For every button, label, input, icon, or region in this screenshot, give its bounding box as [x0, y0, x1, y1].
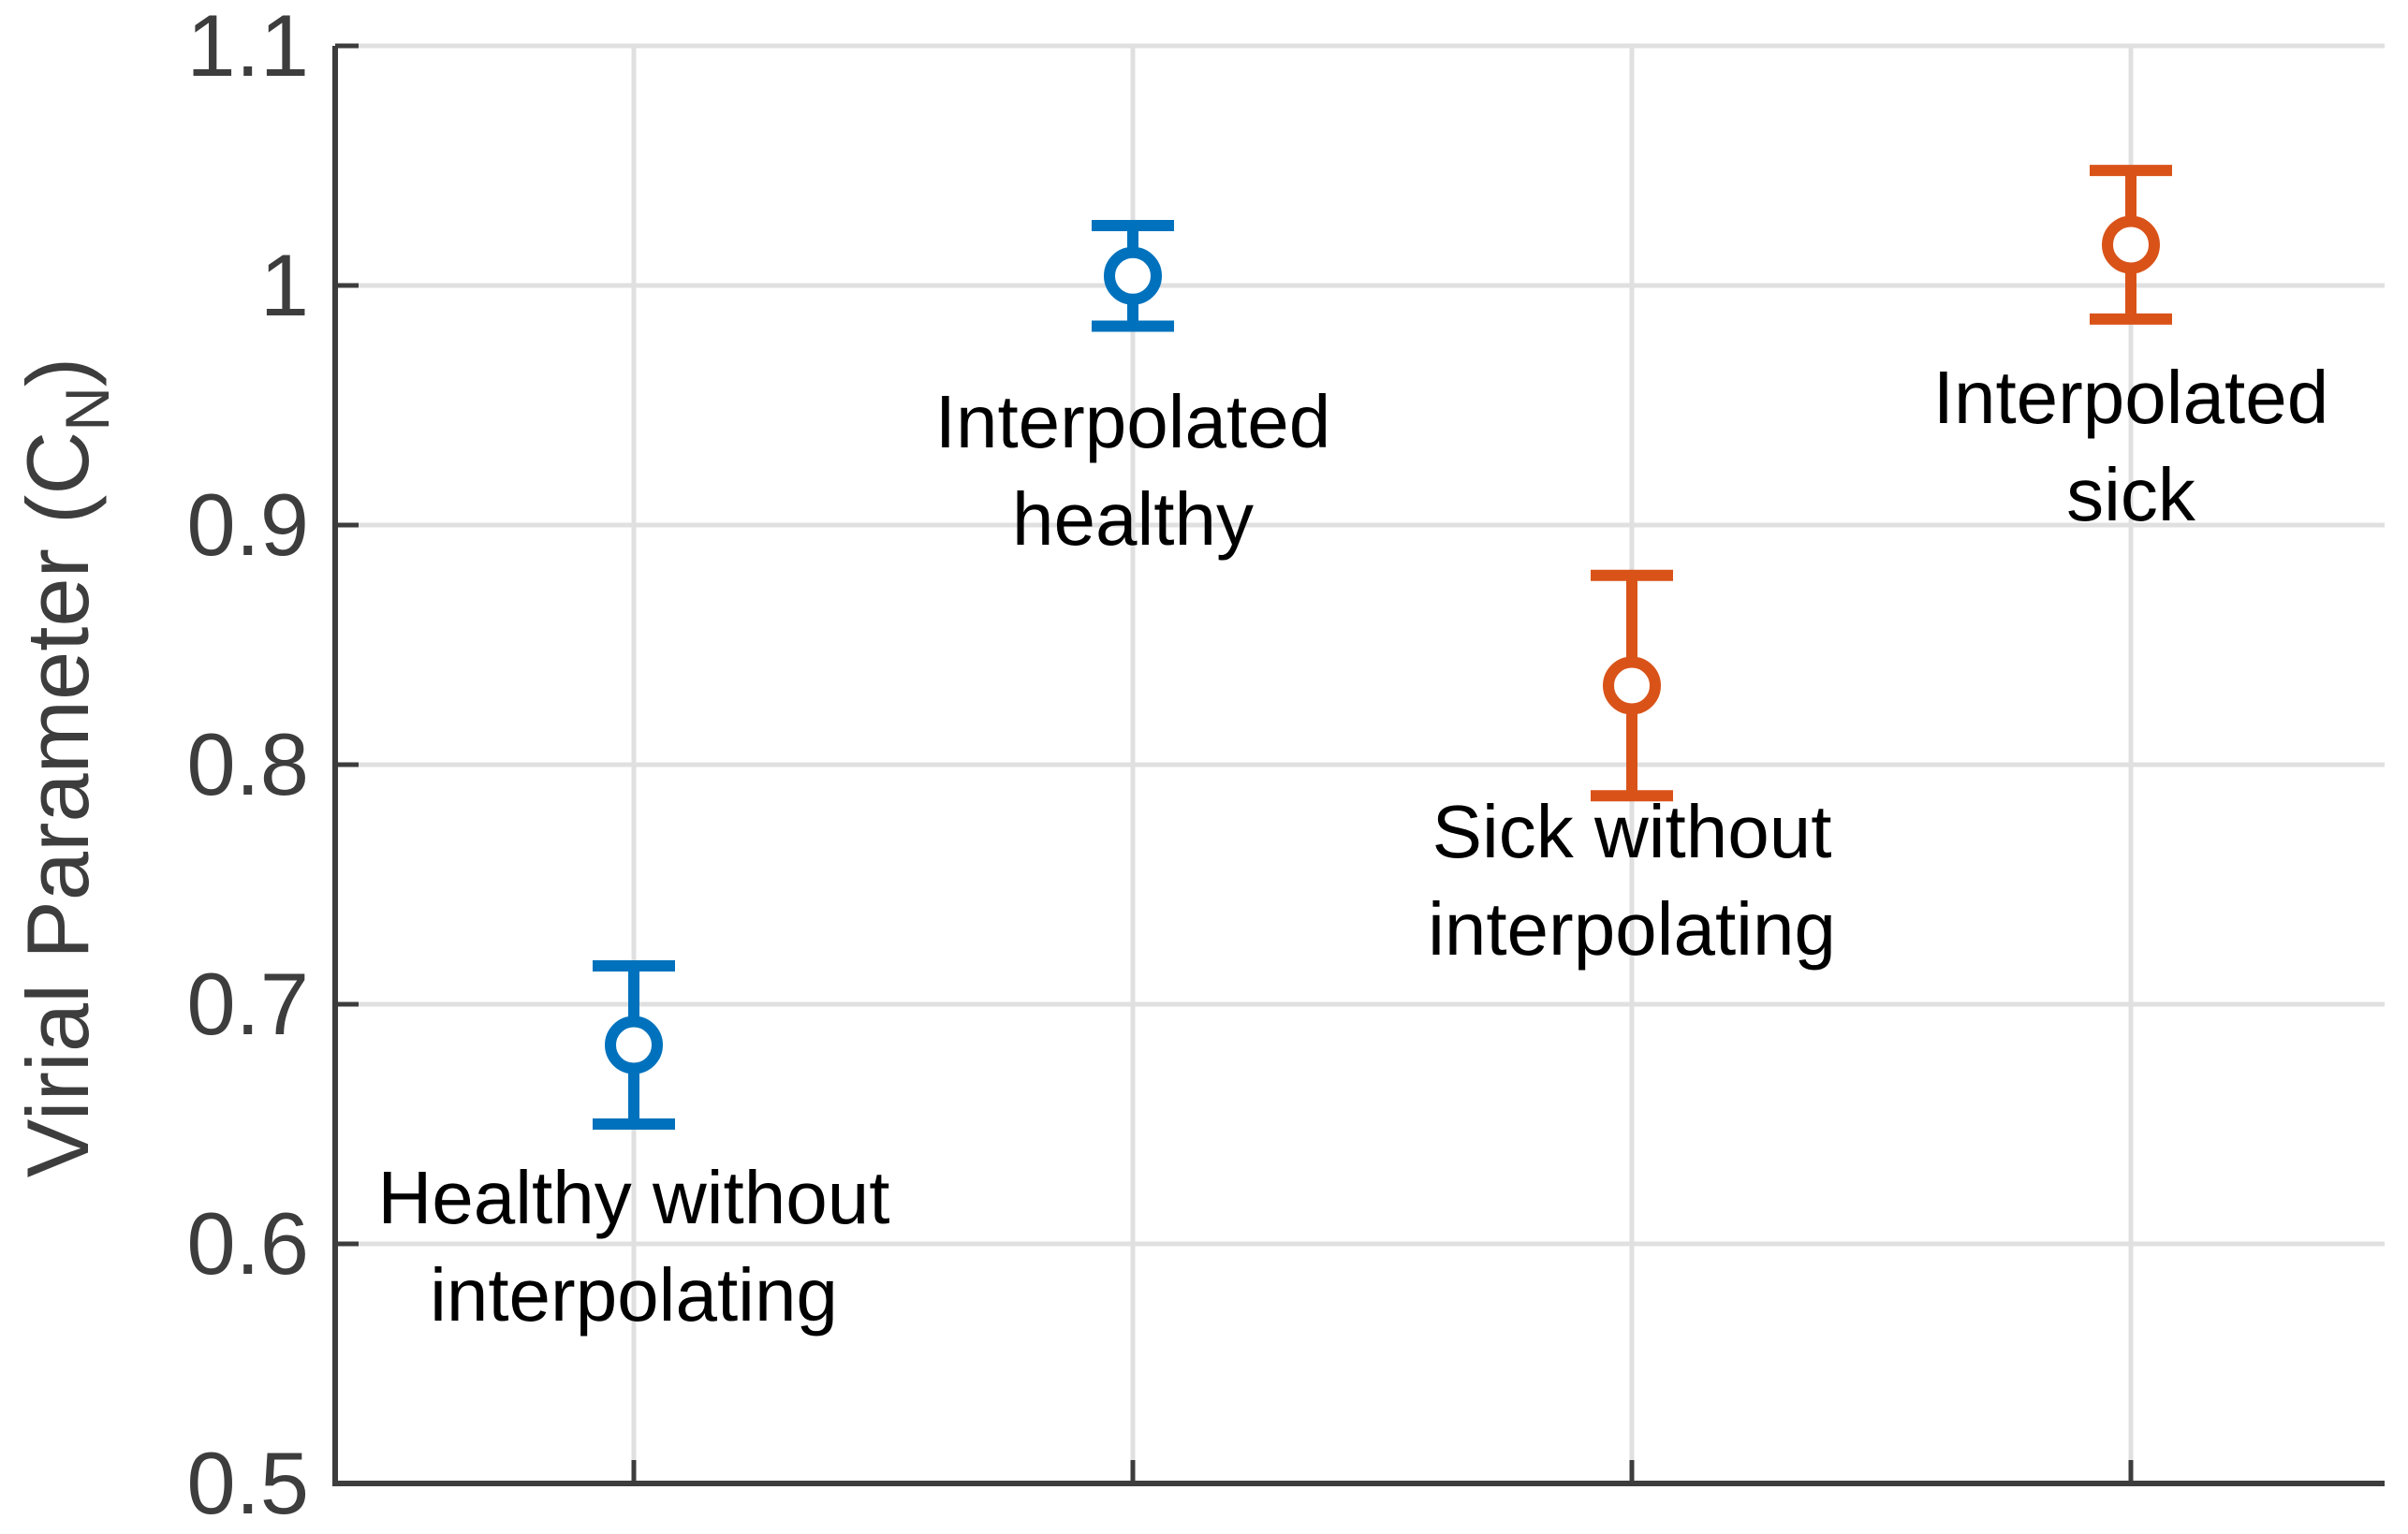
category-annotation-line2: sick — [2066, 453, 2195, 537]
category-annotation-line2: interpolating — [430, 1253, 838, 1337]
data-point-marker-healthy — [605, 1015, 663, 1074]
y-tick-label: 0.9 — [186, 475, 309, 574]
category-annotation-line1: Interpolated — [1932, 356, 2329, 440]
data-point-marker-sick — [1603, 656, 1661, 715]
y-tick-label: 0.7 — [186, 955, 309, 1053]
category-annotation: Interpolated healthy — [665, 373, 1601, 568]
category-annotation: Interpolated sick — [1663, 349, 2408, 544]
y-tick-label: 1 — [259, 236, 309, 334]
category-annotation-line1: Healthy without — [377, 1156, 890, 1240]
data-point-marker-healthy — [1104, 246, 1162, 305]
category-annotation: Sick without interpolating — [1164, 783, 2100, 978]
category-annotation-line1: Sick without — [1432, 789, 1832, 873]
category-annotation: Healthy without interpolating — [166, 1149, 1102, 1344]
y-tick-label: 0.5 — [186, 1434, 309, 1532]
y-tick-label: 0.8 — [186, 715, 309, 813]
y-axis-label-close-paren: ) — [8, 357, 107, 387]
y-axis-label-subscript: N — [52, 387, 122, 431]
y-tick-label: 1.1 — [186, 0, 309, 95]
category-annotation-line2: healthy — [1012, 476, 1254, 561]
category-annotation-line2: interpolating — [1428, 886, 1836, 971]
data-point-marker-sick — [2102, 215, 2160, 274]
category-annotation-line1: Interpolated — [934, 379, 1331, 463]
y-tick-label: 0.6 — [186, 1194, 309, 1293]
